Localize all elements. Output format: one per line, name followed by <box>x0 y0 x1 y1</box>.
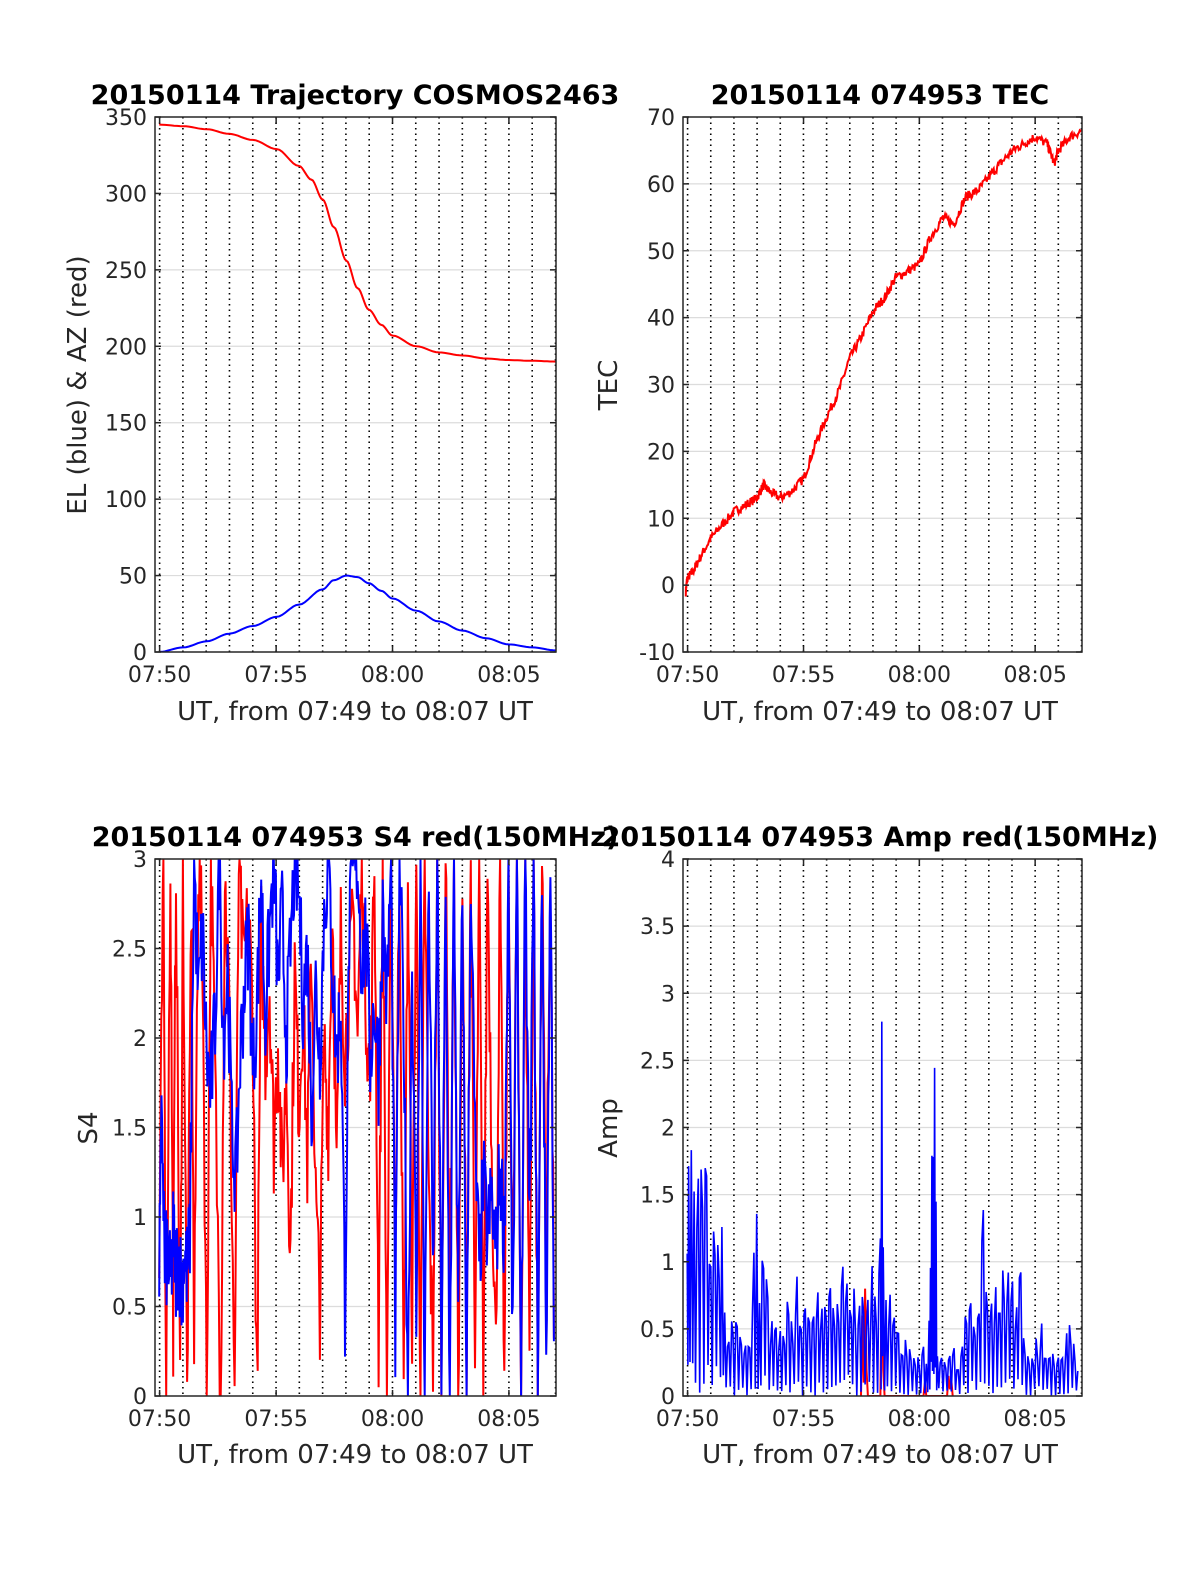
y-tick-label: 2 <box>133 1027 147 1052</box>
axes-box <box>154 116 557 653</box>
panel-4-xlabel: UT, from 07:49 to 08:07 UT <box>702 1440 1058 1470</box>
panel-2-title: 20150114 074953 TEC <box>711 80 1050 111</box>
panel-2: -10 0 10 20 30 40 50 60 70 07:50 07:55 08:00 08:05 <box>639 106 1083 688</box>
x-tick-label: 07:55 <box>772 1407 835 1432</box>
y-tick-label: 60 <box>647 173 675 198</box>
x-tick-label: 07:55 <box>772 663 835 688</box>
data-area <box>158 859 555 1396</box>
y-tick-label: 40 <box>647 307 675 332</box>
y-tick-label: 250 <box>105 259 147 284</box>
panel-3-xlabel: UT, from 07:49 to 08:07 UT <box>177 1440 533 1470</box>
panel-3: 0 0.5 1 1.5 2 2.5 3 07:50 07:55 08:00 08:05 <box>112 848 557 1432</box>
y-tick-label: -10 <box>639 641 675 666</box>
y-tick-label: 350 <box>105 106 147 131</box>
x-tick-label: 08:00 <box>888 663 951 688</box>
series-blue-line <box>159 574 556 652</box>
data-area <box>684 128 1082 597</box>
x-tick-label: 07:55 <box>244 1407 307 1432</box>
panel-3-title: 20150114 074953 S4 red(150MHz) <box>92 822 619 853</box>
y-tick-label: 100 <box>105 488 147 513</box>
y-tick-label: 2 <box>661 1117 675 1142</box>
panel-4-ylabel: Amp <box>594 1098 624 1158</box>
y-tick-label: 1.5 <box>112 1117 147 1142</box>
y-tick-label: 1 <box>133 1206 147 1231</box>
y-tick-label: 2.5 <box>640 1049 675 1074</box>
y-tick-label: 50 <box>647 240 675 265</box>
y-tick-label: 3 <box>661 982 675 1007</box>
x-tick-label: 07:50 <box>656 1407 719 1432</box>
y-tick-label: 30 <box>647 374 675 399</box>
x-tick-label: 07:50 <box>656 663 719 688</box>
series-red-line <box>159 123 556 363</box>
panel-4-title: 20150114 074953 Amp red(150MHz) <box>602 822 1159 853</box>
x-tick-label: 08:00 <box>888 1407 951 1432</box>
y-tick-label: 1.5 <box>640 1184 675 1209</box>
y-tick-label: 70 <box>647 106 675 131</box>
panel-1: 0 50 100 150 200 250 300 350 07:50 07:55 08:00 08:0… <box>105 106 557 688</box>
y-tick-label: 0.5 <box>640 1318 675 1343</box>
panel-2-xlabel: UT, from 07:49 to 08:07 UT <box>702 697 1058 727</box>
y-tick-label: 150 <box>105 412 147 437</box>
series-blue-line <box>686 1021 1079 1396</box>
x-tick-label: 08:05 <box>1003 1407 1066 1432</box>
panel-1-xlabel: UT, from 07:49 to 08:07 UT <box>177 697 533 727</box>
y-tick-label: 3.5 <box>640 915 675 940</box>
y-tick-label: 50 <box>119 565 147 590</box>
x-tick-label: 08:00 <box>361 1407 424 1432</box>
y-tick-label: 4 <box>661 848 675 873</box>
panel-2-ylabel: TEC <box>594 360 624 411</box>
panel-1-ylabel: EL (blue) & AZ (red) <box>63 255 93 514</box>
series-red-line <box>158 859 555 1396</box>
y-tick-label: 0 <box>661 574 675 599</box>
y-tick-label: 0 <box>661 1385 675 1410</box>
y-tick-label: 200 <box>105 335 147 360</box>
panel-4: 0 0.5 1 1.5 2 2.5 3 3.5 4 07:50 07:55 08:00 08:05 <box>640 848 1083 1432</box>
y-tick-label: 0 <box>133 1385 147 1410</box>
series-blue-line <box>158 859 555 1396</box>
x-tick-label: 08:05 <box>477 1407 540 1432</box>
x-tick-label: 07:50 <box>128 663 191 688</box>
series-red-line <box>684 128 1082 597</box>
y-tick-label: 2.5 <box>112 938 147 963</box>
y-tick-label: 1 <box>661 1251 675 1276</box>
data-area <box>686 1021 1079 1396</box>
panel-3-ylabel: S4 <box>74 1111 104 1144</box>
y-tick-label: 3 <box>133 848 147 873</box>
x-tick-label: 08:05 <box>1003 663 1066 688</box>
y-tick-label: 0.5 <box>112 1296 147 1321</box>
y-tick-label: 10 <box>647 507 675 532</box>
y-tick-label: 20 <box>647 440 675 465</box>
x-tick-label: 08:00 <box>361 663 424 688</box>
panel-1-title: 20150114 Trajectory COSMOS2463 <box>91 80 620 111</box>
x-tick-label: 07:55 <box>244 663 307 688</box>
x-tick-label: 07:50 <box>128 1407 191 1432</box>
x-tick-label: 08:05 <box>477 663 540 688</box>
y-tick-label: 300 <box>105 182 147 207</box>
data-area <box>159 123 556 652</box>
y-tick-label: 0 <box>133 641 147 666</box>
